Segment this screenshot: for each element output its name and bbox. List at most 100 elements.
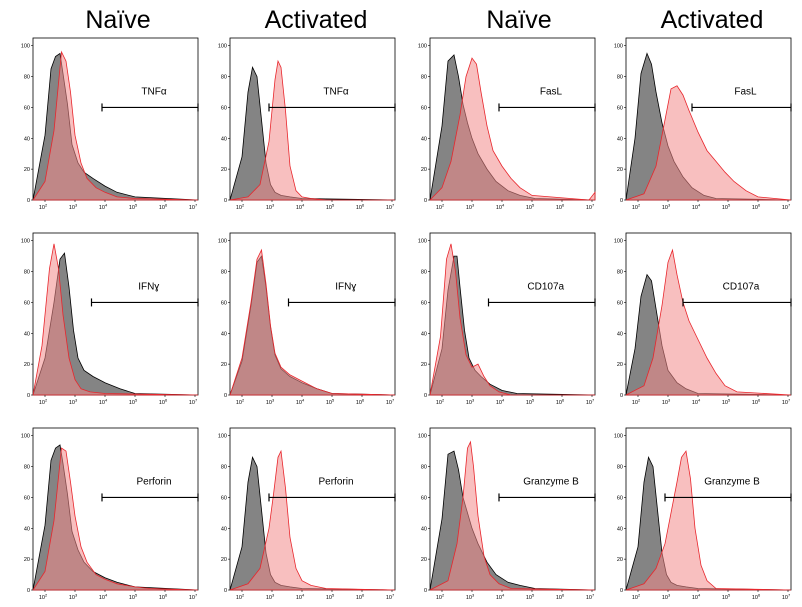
x-tick-label: 107: [782, 398, 791, 407]
x-tick-exponent: 4: [302, 203, 305, 208]
y-tick-label: 80: [421, 465, 427, 471]
x-tick-base: 10: [159, 400, 165, 406]
y-tick-label: 0: [27, 198, 30, 204]
x-tick-exponent: 2: [45, 203, 48, 208]
x-tick-exponent: 4: [698, 398, 701, 403]
x-tick-label: 105: [722, 203, 731, 212]
x-tick-label: 106: [356, 593, 365, 602]
y-tick-label: 100: [218, 239, 227, 245]
stained-histogram: [429, 243, 595, 396]
x-tick-base: 10: [236, 400, 242, 406]
x-tick-exponent: 2: [442, 593, 445, 598]
x-tick-label: 103: [266, 398, 275, 407]
y-tick-label: 60: [421, 300, 427, 306]
y-tick-label: 40: [221, 136, 227, 142]
y-tick-label: 40: [617, 136, 623, 142]
x-tick-exponent: 7: [392, 398, 395, 403]
x-tick-label: 102: [436, 593, 445, 602]
x-tick-base: 10: [99, 205, 105, 211]
x-tick-base: 10: [782, 400, 788, 406]
stained-histogram: [625, 248, 792, 396]
marker-label: Perforin: [318, 476, 353, 487]
x-tick-base: 10: [159, 595, 165, 601]
x-tick-base: 10: [356, 205, 362, 211]
x-tick-base: 10: [556, 205, 562, 211]
x-tick-exponent: 7: [592, 398, 595, 403]
x-tick-exponent: 7: [195, 398, 198, 403]
x-tick-exponent: 5: [728, 593, 731, 598]
x-tick-exponent: 4: [105, 398, 108, 403]
x-tick-base: 10: [69, 205, 75, 211]
x-tick-exponent: 2: [638, 593, 641, 598]
y-tick-label: 80: [221, 75, 227, 81]
x-tick-exponent: 3: [75, 203, 78, 208]
x-tick-exponent: 5: [728, 203, 731, 208]
marker-label: IFNɣ: [138, 281, 159, 292]
marker-label: CD107a: [527, 281, 564, 292]
x-tick-base: 10: [236, 595, 242, 601]
x-tick-label: 103: [466, 398, 475, 407]
marker-label: IFNɣ: [335, 281, 356, 292]
y-tick-label: 20: [221, 557, 227, 563]
x-tick-label: 105: [526, 593, 535, 602]
x-tick-base: 10: [99, 400, 105, 406]
x-tick-exponent: 7: [788, 398, 791, 403]
x-tick-base: 10: [39, 205, 45, 211]
y-tick-label: 40: [617, 331, 623, 337]
y-tick-label: 60: [221, 300, 227, 306]
y-tick-label: 0: [424, 393, 427, 399]
x-tick-exponent: 3: [75, 593, 78, 598]
y-tick-label: 0: [620, 588, 623, 594]
x-tick-base: 10: [69, 400, 75, 406]
x-tick-base: 10: [556, 595, 562, 601]
x-tick-base: 10: [386, 400, 392, 406]
x-tick-label: 102: [39, 398, 48, 407]
x-tick-label: 106: [356, 203, 365, 212]
x-tick-label: 107: [189, 593, 198, 602]
y-tick-label: 0: [224, 393, 227, 399]
x-tick-exponent: 3: [668, 398, 671, 403]
x-tick-base: 10: [189, 595, 195, 601]
y-tick-label: 40: [421, 136, 427, 142]
x-tick-exponent: 4: [698, 203, 701, 208]
y-tick-label: 60: [421, 105, 427, 111]
column-header: Activated: [265, 6, 368, 34]
x-tick-label: 104: [692, 203, 701, 212]
x-tick-base: 10: [526, 595, 532, 601]
stained-histogram: [32, 243, 199, 396]
y-tick-label: 100: [21, 44, 30, 50]
x-tick-label: 106: [556, 398, 565, 407]
y-tick-label: 40: [24, 526, 30, 532]
marker-label: TNFα: [141, 86, 166, 97]
x-tick-label: 107: [586, 398, 595, 407]
y-tick-label: 80: [221, 465, 227, 471]
y-tick-label: 100: [614, 434, 623, 440]
x-tick-base: 10: [662, 400, 668, 406]
x-tick-base: 10: [266, 205, 272, 211]
column-header: Activated: [661, 6, 764, 34]
y-tick-label: 40: [617, 526, 623, 532]
y-tick-label: 60: [24, 105, 30, 111]
y-tick-label: 0: [424, 588, 427, 594]
y-tick-label: 100: [418, 434, 427, 440]
marker-label: TNFα: [323, 86, 348, 97]
x-tick-exponent: 7: [392, 593, 395, 598]
x-tick-exponent: 6: [758, 398, 761, 403]
x-tick-label: 107: [586, 203, 595, 212]
y-tick-label: 40: [221, 331, 227, 337]
x-tick-label: 103: [266, 593, 275, 602]
y-tick-label: 60: [221, 105, 227, 111]
x-tick-exponent: 6: [758, 593, 761, 598]
x-tick-base: 10: [556, 400, 562, 406]
x-tick-exponent: 7: [195, 203, 198, 208]
x-tick-exponent: 4: [105, 203, 108, 208]
marker-label: Granzyme B: [523, 476, 579, 487]
y-tick-label: 0: [224, 198, 227, 204]
y-tick-label: 40: [421, 526, 427, 532]
x-tick-base: 10: [436, 400, 442, 406]
y-tick-label: 0: [620, 198, 623, 204]
marker-label: Perforin: [136, 476, 171, 487]
y-tick-label: 60: [617, 300, 623, 306]
